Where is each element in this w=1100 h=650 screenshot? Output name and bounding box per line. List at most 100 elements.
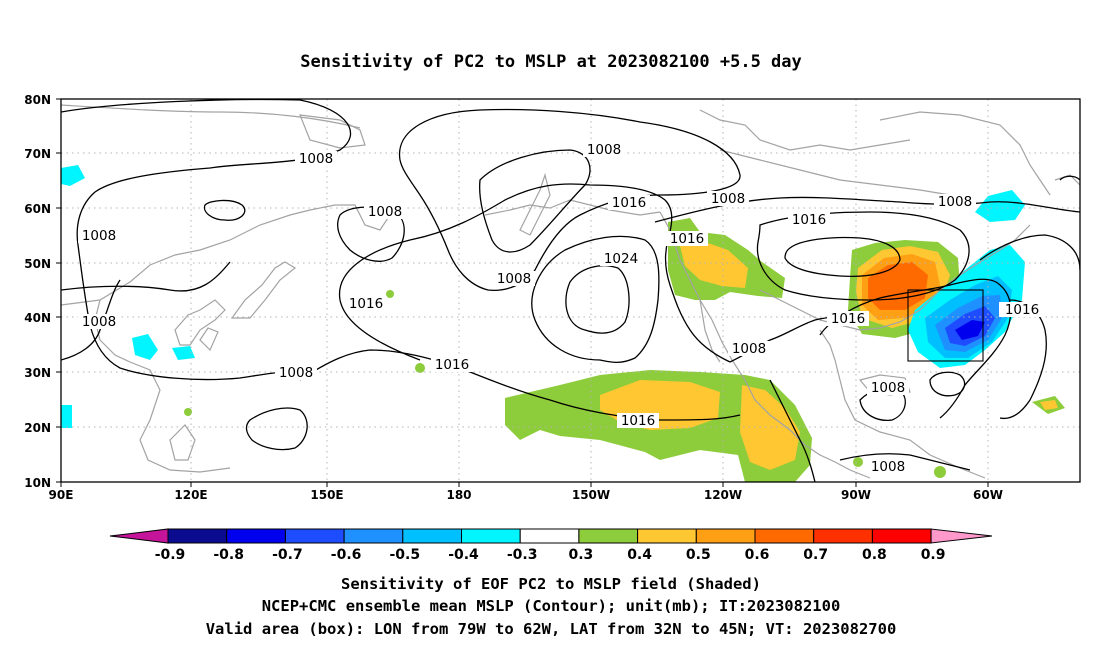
svg-text:1016: 1016 bbox=[435, 357, 469, 373]
svg-text:1016: 1016 bbox=[831, 311, 865, 327]
colorbar-segment bbox=[284, 528, 345, 544]
colorbar-label: 0.7 bbox=[803, 547, 828, 563]
y-tick-labels: 80N 70N 60N 50N 40N 30N 20N 10N bbox=[24, 93, 51, 490]
y-tick-label: 30N bbox=[24, 366, 51, 380]
colorbar-segment bbox=[461, 528, 521, 544]
colorbar-label: 0.8 bbox=[862, 547, 887, 563]
colorbar-label: 0.3 bbox=[568, 547, 593, 563]
colorbar-segment bbox=[695, 528, 756, 544]
y-axis bbox=[56, 98, 61, 483]
colorbar-label: 0.4 bbox=[627, 547, 652, 563]
colorbar-label: 0.6 bbox=[745, 547, 770, 563]
x-tick-label: 90W bbox=[841, 488, 871, 502]
svg-text:1008: 1008 bbox=[732, 341, 766, 357]
contour-label: 1008 bbox=[583, 142, 625, 158]
valid-area-box bbox=[907, 289, 984, 362]
contour-label: 1016 bbox=[617, 413, 659, 429]
contour-label: 1016 bbox=[788, 212, 830, 228]
contour-label: 1016 bbox=[608, 195, 650, 211]
colorbar-label: 0.9 bbox=[921, 547, 946, 563]
contour-labels: 1008 1008 1008 1008 1008 1008 1016 1016 … bbox=[78, 142, 1045, 475]
contour-label: 1008 bbox=[867, 459, 909, 475]
contour-label: 1008 bbox=[78, 314, 120, 330]
contour-label: 1016 bbox=[999, 302, 1045, 318]
contour-label: 1016 bbox=[345, 296, 387, 312]
plot-frame bbox=[60, 98, 1081, 483]
svg-text:1008: 1008 bbox=[587, 142, 621, 158]
contour-label: 1008 bbox=[867, 380, 909, 396]
svg-text:1016: 1016 bbox=[792, 212, 826, 228]
contour-label: 1008 bbox=[707, 191, 749, 207]
contour-label: 1008 bbox=[728, 341, 770, 357]
colorbar-label: -0.3 bbox=[507, 547, 538, 563]
x-tick-label: 60W bbox=[973, 488, 1003, 502]
svg-text:1008: 1008 bbox=[82, 228, 116, 244]
contour-label: 1016 bbox=[827, 311, 869, 327]
colorbar-label: 0.5 bbox=[686, 547, 711, 563]
colorbar-label: -0.9 bbox=[155, 547, 186, 563]
colorbar-segment bbox=[167, 528, 228, 544]
x-tick-label: 90E bbox=[49, 488, 74, 502]
contour-label: 1008 bbox=[275, 365, 317, 381]
colorbar-segment bbox=[637, 528, 697, 544]
colorbar-segment bbox=[343, 528, 404, 544]
svg-text:1016: 1016 bbox=[349, 296, 383, 312]
x-tick-label: 180 bbox=[446, 488, 471, 502]
y-tick-label: 20N bbox=[24, 421, 51, 435]
chart-title: Sensitivity of PC2 to MSLP at 2023082100… bbox=[300, 52, 802, 72]
contour-label: 1008 bbox=[934, 194, 976, 210]
colorbar-segment bbox=[813, 528, 873, 544]
colorbar-label: -0.8 bbox=[213, 547, 244, 563]
contour-label: 1016 bbox=[666, 231, 708, 247]
contour-label: 1024 bbox=[600, 251, 642, 267]
y-tick-label: 50N bbox=[24, 257, 51, 271]
svg-text:1008: 1008 bbox=[82, 314, 116, 330]
colorbar-segment bbox=[871, 528, 932, 544]
footer-line-3: Valid area (box): LON from 79W to 62W, L… bbox=[206, 620, 897, 638]
contour-label: 1016 bbox=[431, 357, 473, 373]
colorbar-segment bbox=[402, 528, 462, 544]
x-tick-labels: 90E 120E 150E 180 150W 120W 90W 60W bbox=[49, 488, 1003, 502]
x-tick-label: 120E bbox=[174, 488, 207, 502]
svg-text:1016: 1016 bbox=[1005, 302, 1039, 318]
svg-text:1008: 1008 bbox=[711, 191, 745, 207]
colorbar-label: -0.6 bbox=[331, 547, 362, 563]
svg-text:1024: 1024 bbox=[604, 251, 638, 267]
colorbar-segment bbox=[519, 528, 580, 544]
colorbar-high-arrow bbox=[930, 528, 993, 544]
color-bar: -0.9 -0.8 -0.7 -0.6 -0.5 -0.4 -0.3 0.3 0.4 0.5 0.6… bbox=[109, 528, 993, 563]
x-tick-label: 120W bbox=[704, 488, 742, 502]
svg-text:1016: 1016 bbox=[670, 231, 704, 247]
svg-text:1008: 1008 bbox=[871, 380, 905, 396]
y-tick-label: 60N bbox=[24, 202, 51, 216]
footer-line-2: NCEP+CMC ensemble mean MSLP (Contour); u… bbox=[262, 597, 841, 615]
svg-text:1008: 1008 bbox=[279, 365, 313, 381]
x-axis bbox=[60, 482, 989, 487]
colorbar-segment bbox=[578, 528, 639, 544]
svg-text:1008: 1008 bbox=[368, 204, 402, 220]
colorbar-low-arrow bbox=[109, 528, 169, 544]
colorbar-label: -0.5 bbox=[389, 547, 420, 563]
contour-label: 1008 bbox=[364, 204, 406, 220]
svg-text:1008: 1008 bbox=[299, 151, 333, 167]
colorbar-label: -0.4 bbox=[448, 547, 479, 563]
svg-text:1016: 1016 bbox=[621, 413, 655, 429]
coastlines bbox=[61, 104, 1080, 479]
contour-label: 1008 bbox=[295, 151, 337, 167]
colorbar-label: -0.7 bbox=[272, 547, 303, 563]
svg-text:1008: 1008 bbox=[938, 194, 972, 210]
colorbar-segment bbox=[754, 528, 815, 544]
svg-text:1016: 1016 bbox=[612, 195, 646, 211]
svg-text:1008: 1008 bbox=[497, 271, 531, 287]
y-tick-label: 40N bbox=[24, 311, 51, 325]
colorbar-segment bbox=[226, 528, 286, 544]
svg-text:1008: 1008 bbox=[871, 459, 905, 475]
footer-line-1: Sensitivity of EOF PC2 to MSLP field (Sh… bbox=[341, 575, 761, 593]
contour-label: 1008 bbox=[493, 271, 535, 287]
y-tick-label: 10N bbox=[24, 476, 51, 490]
y-tick-label: 80N bbox=[24, 93, 51, 107]
contour-label: 1008 bbox=[78, 228, 120, 244]
x-tick-label: 150W bbox=[572, 488, 610, 502]
x-tick-label: 150E bbox=[310, 488, 343, 502]
